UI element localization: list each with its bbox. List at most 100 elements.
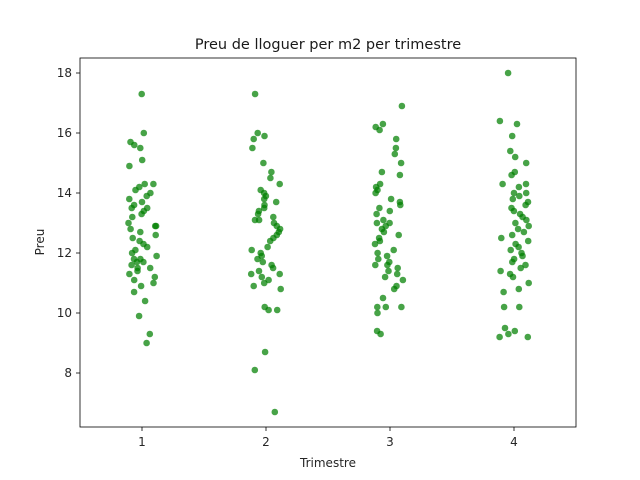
data-point <box>510 189 518 197</box>
data-point <box>387 195 395 203</box>
data-point <box>382 303 390 311</box>
data-point <box>399 276 407 284</box>
data-point <box>511 327 519 335</box>
data-point <box>258 273 266 281</box>
data-point <box>383 252 391 260</box>
data-point <box>141 180 148 188</box>
data-point <box>260 159 267 167</box>
data-point <box>510 207 518 215</box>
data-point <box>385 267 392 275</box>
data-point <box>524 333 532 341</box>
data-point <box>260 279 268 287</box>
data-point <box>143 192 150 200</box>
data-point <box>522 201 529 209</box>
data-point <box>255 267 263 275</box>
data-point <box>522 189 530 197</box>
data-point <box>251 90 259 98</box>
data-point <box>381 273 389 281</box>
data-point <box>377 330 384 338</box>
data-point <box>273 306 281 314</box>
data-point <box>501 324 509 332</box>
data-point <box>151 273 159 281</box>
y-tick-label: 8 <box>64 366 72 380</box>
data-point <box>515 285 523 293</box>
data-point <box>507 246 514 254</box>
data-point <box>374 309 381 317</box>
data-point <box>146 264 154 272</box>
data-point <box>140 258 147 266</box>
x-tick-label: 4 <box>510 435 518 449</box>
data-point <box>128 261 135 269</box>
data-point <box>524 237 532 245</box>
data-point <box>380 228 388 236</box>
data-point <box>127 225 134 233</box>
data-point <box>153 252 160 260</box>
data-point <box>270 213 277 221</box>
y-tick-label: 18 <box>57 66 72 80</box>
data-point <box>500 288 507 296</box>
data-point <box>391 150 399 158</box>
x-axis: 1 2 3 4 <box>138 427 518 449</box>
data-point <box>140 129 148 137</box>
data-point <box>380 216 387 224</box>
data-point <box>267 174 274 182</box>
data-point <box>523 216 530 224</box>
data-point <box>375 255 382 263</box>
data-point <box>152 222 160 230</box>
data-point <box>138 198 146 206</box>
data-point <box>133 258 141 266</box>
data-point <box>268 168 275 176</box>
data-point <box>132 186 139 194</box>
data-point <box>372 189 379 197</box>
data-point <box>379 294 387 302</box>
data-point <box>379 120 387 128</box>
data-point <box>264 243 271 251</box>
plot-frame <box>79 57 577 428</box>
data-point <box>507 147 514 155</box>
data-point <box>376 204 383 212</box>
data-point <box>522 180 530 188</box>
data-point <box>374 249 381 257</box>
data-point <box>372 261 379 269</box>
data-point <box>269 264 277 272</box>
y-axis: 8 10 12 14 16 18 <box>57 66 80 380</box>
data-point <box>130 276 138 284</box>
data-point <box>497 267 504 275</box>
data-point <box>137 228 144 236</box>
data-point <box>509 273 517 281</box>
x-axis-label: Trimestre <box>299 456 356 470</box>
data-point <box>508 171 515 179</box>
data-point <box>371 240 379 248</box>
data-point <box>373 219 381 227</box>
data-point <box>398 303 405 311</box>
data-point <box>520 228 528 236</box>
data-point <box>143 339 150 347</box>
data-point <box>137 282 145 290</box>
data-point <box>392 135 400 143</box>
data-point <box>513 120 521 128</box>
data-point <box>276 180 284 188</box>
data-point <box>515 243 522 251</box>
data-point <box>125 219 132 227</box>
data-point <box>271 408 279 416</box>
data-point <box>261 132 268 140</box>
data-point <box>266 237 274 245</box>
data-point <box>500 303 508 311</box>
data-point <box>522 261 529 269</box>
data-point <box>260 195 268 203</box>
data-point <box>126 162 133 170</box>
y-axis-label: Preu <box>33 229 47 256</box>
data-point <box>130 288 138 296</box>
data-point <box>250 135 257 143</box>
data-point <box>129 213 136 221</box>
data-point <box>499 180 506 188</box>
data-point <box>150 180 157 188</box>
data-point <box>135 312 143 320</box>
data-point <box>394 264 402 272</box>
y-tick-label: 10 <box>57 306 72 320</box>
data-point <box>516 303 523 311</box>
data-point <box>265 306 272 314</box>
data-point <box>376 126 383 134</box>
data-point <box>129 234 136 242</box>
data-point <box>126 270 133 278</box>
